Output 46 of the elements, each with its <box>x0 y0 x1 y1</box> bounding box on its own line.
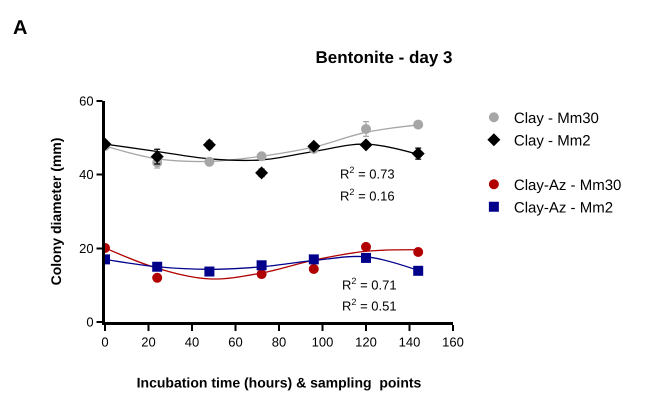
legend-label: Clay-Az - Mm2 <box>514 200 614 217</box>
point <box>361 242 371 252</box>
point <box>202 138 216 152</box>
y-tick-label: 0 <box>86 314 94 330</box>
y-tick-label: 40 <box>79 167 94 182</box>
point <box>255 166 268 180</box>
point <box>360 138 372 152</box>
annotation: R$^{2}$ = 0.51 <box>342 297 397 314</box>
point <box>256 269 267 280</box>
point <box>150 150 164 164</box>
y-tick-label: 60 <box>79 94 94 109</box>
point <box>307 140 320 153</box>
x-axis-title: Incubation time (hours) & sampling points <box>136 374 422 391</box>
legend-label: Clay - Mm30 <box>514 110 599 128</box>
y-axis-title: Colony diameter (mm) <box>48 138 64 286</box>
point <box>308 264 319 274</box>
chart-title: Bentonite - day 3 <box>316 48 452 67</box>
point <box>308 254 319 264</box>
point <box>256 151 267 162</box>
annotation: R$^{2}$ = 0.16 <box>340 187 395 204</box>
legend-label: Clay-Az - Mm30 <box>514 177 622 194</box>
text: A <box>13 17 28 39</box>
x-tick-label: 60 <box>228 334 243 350</box>
point <box>361 124 371 134</box>
point <box>152 262 162 272</box>
point <box>256 260 267 270</box>
legend-label: Clay - Mm2 <box>514 132 591 150</box>
y-tick-label: 20 <box>79 240 94 256</box>
point <box>412 147 425 160</box>
point <box>413 266 424 276</box>
x-tick-label: 140 <box>398 334 420 350</box>
x-tick-label: 100 <box>312 334 334 350</box>
x-tick-label: 160 <box>442 334 464 350</box>
annotation: R$^{2}$ = 0.71 <box>342 276 397 292</box>
x-tick-label: 0 <box>101 334 109 350</box>
x-tick-label: 120 <box>355 334 377 350</box>
point <box>204 156 214 167</box>
annotation: R$^{2}$ = 0.73 <box>340 165 395 182</box>
point <box>152 272 162 283</box>
point <box>361 252 371 263</box>
point <box>413 247 424 258</box>
x-tick-label: 20 <box>141 334 156 350</box>
x-tick-label: 40 <box>184 334 200 350</box>
point <box>413 120 424 130</box>
x-tick-label: 80 <box>272 334 286 350</box>
point <box>204 266 214 277</box>
